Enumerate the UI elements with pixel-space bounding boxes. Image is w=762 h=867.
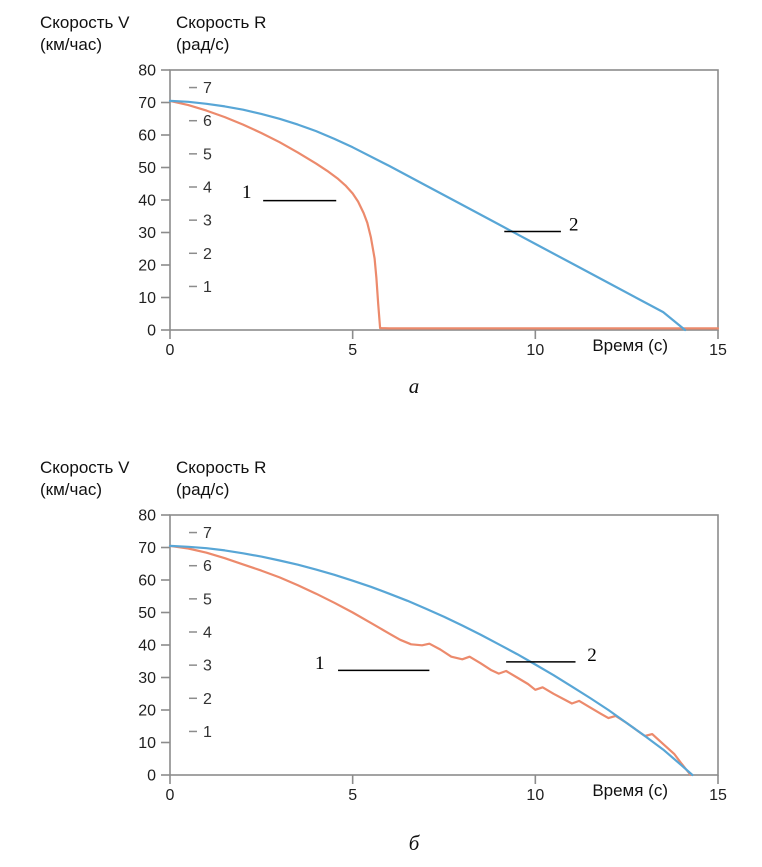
r-axis-tick-label: 6: [203, 113, 212, 130]
annotation-2-label: 2: [587, 645, 597, 666]
v-axis-tick-label: 20: [138, 703, 156, 720]
r-axis-tick-label: 3: [203, 213, 212, 230]
annotation-2-label: 2: [569, 214, 579, 235]
v-axis-tick-label: 80: [138, 63, 156, 80]
curve-1: [168, 99, 720, 330]
v-axis-tick-label: 10: [138, 735, 156, 752]
r-axis-title-line2: (рад/с): [176, 35, 230, 55]
r-axis-tick-label: 4: [203, 625, 212, 642]
v-axis-tick-label: 50: [138, 605, 156, 622]
curve-2: [168, 544, 694, 777]
r-axis-tick-label: 5: [203, 591, 212, 608]
v-axis-title-line2: (км/час): [40, 480, 102, 500]
curve-2: [168, 99, 687, 332]
x-axis-tick-label: 0: [166, 787, 175, 804]
v-axis-title-line1: Скорость V: [40, 458, 130, 477]
annotation-1-label: 1: [242, 182, 252, 203]
panel-a-caption: а: [408, 374, 420, 398]
x-axis-tick-label: 5: [348, 342, 357, 359]
x-axis-tick-label: 15: [709, 342, 727, 359]
v-axis-tick-label: 0: [147, 323, 156, 340]
curve-1: [168, 544, 692, 777]
r-axis-tick-label: 4: [203, 180, 212, 197]
v-axis-tick-label: 30: [138, 670, 156, 687]
r-axis-tick-label: 7: [203, 80, 212, 97]
v-axis-tick-label: 20: [138, 258, 156, 275]
r-axis-tick-label: 1: [203, 724, 212, 741]
r-axis-tick-label: 2: [203, 246, 212, 263]
x-axis-tick-label: 5: [348, 787, 357, 804]
r-axis-tick-label: 5: [203, 146, 212, 163]
r-axis-tick-label: 3: [203, 658, 212, 675]
r-axis-title: Скорость R (рад/с): [176, 12, 266, 56]
r-axis-tick-label: 6: [203, 558, 212, 575]
v-axis-title-line2: (км/час): [40, 35, 102, 55]
x-axis-tick-label: 0: [166, 342, 175, 359]
panel-a: Скорость V (км/час) Скорость R (рад/с) 0…: [40, 12, 727, 398]
r-axis-title-line1: Скорость R: [176, 458, 267, 477]
v-axis-title: Скорость V (км/час): [40, 457, 129, 501]
v-axis-tick-label: 60: [138, 573, 156, 590]
x-axis-title: Время (с): [592, 781, 668, 800]
plot-border: [169, 69, 719, 331]
v-axis-tick-label: 30: [138, 225, 156, 242]
v-axis-tick-label: 70: [138, 540, 156, 557]
v-axis-title-line1: Скорость V: [40, 13, 130, 32]
v-axis-tick-label: 40: [138, 638, 156, 655]
x-axis-title: Время (с): [592, 336, 668, 355]
panel-b-caption: б: [408, 831, 420, 855]
v-axis-tick-label: 40: [138, 193, 156, 210]
r-axis-title: Скорость R (рад/с): [176, 457, 266, 501]
annotation-1-label: 1: [315, 653, 325, 674]
r-axis-tick-label: 7: [203, 525, 212, 542]
r-axis-title-line1: Скорость R: [176, 13, 267, 32]
v-axis-tick-label: 60: [138, 128, 156, 145]
r-axis-tick-label: 1: [203, 279, 212, 296]
r-axis-title-line2: (рад/с): [176, 480, 230, 500]
x-axis-tick-label: 10: [526, 342, 544, 359]
v-axis-tick-label: 10: [138, 290, 156, 307]
v-axis-tick-label: 80: [138, 508, 156, 525]
x-axis-tick-label: 15: [709, 787, 727, 804]
v-axis-title: Скорость V (км/час): [40, 12, 129, 56]
x-axis-tick-label: 10: [526, 787, 544, 804]
v-axis-tick-label: 70: [138, 95, 156, 112]
v-axis-tick-label: 50: [138, 160, 156, 177]
r-axis-tick-label: 2: [203, 691, 212, 708]
v-axis-tick-label: 0: [147, 768, 156, 785]
panel-b: Скорость V (км/час) Скорость R (рад/с) 0…: [0, 445, 762, 867]
